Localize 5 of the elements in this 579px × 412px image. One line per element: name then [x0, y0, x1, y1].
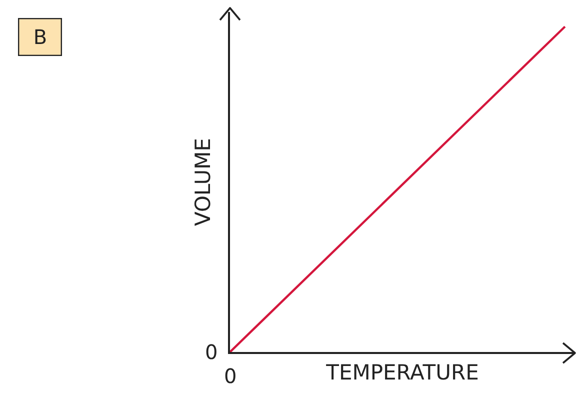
- text: B: [33, 25, 48, 50]
- annotation: 0: [205, 340, 218, 364]
- y-axis-title: VOLUME: [190, 138, 215, 226]
- text: 0: [224, 364, 237, 388]
- x-axis-title: TEMPERATURE: [325, 360, 479, 385]
